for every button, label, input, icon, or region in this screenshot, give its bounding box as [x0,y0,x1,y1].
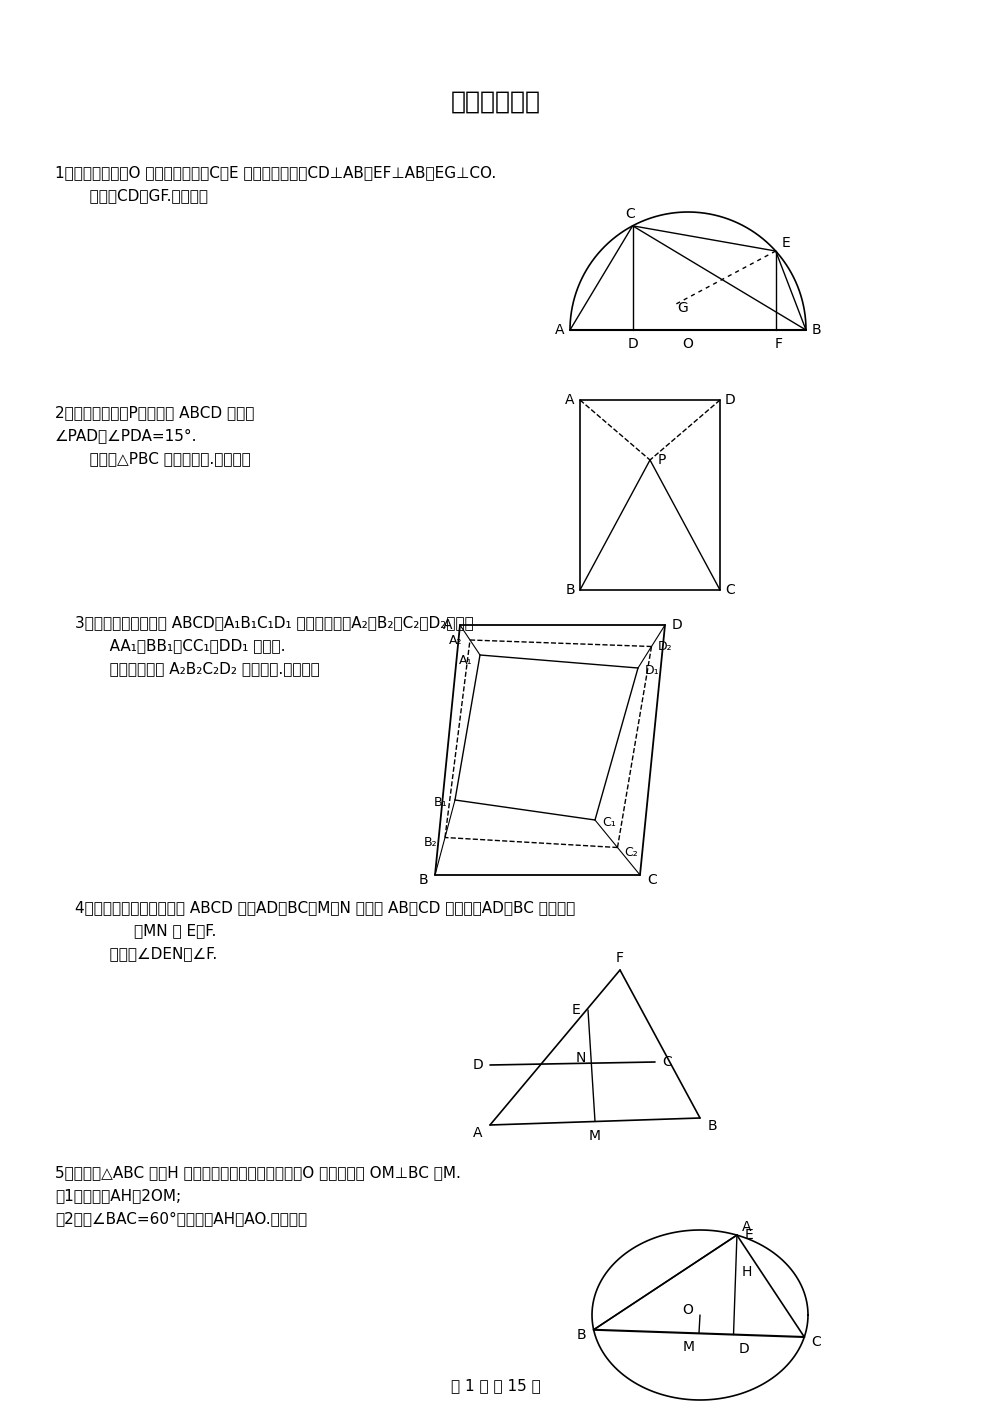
Text: O: O [682,337,693,351]
Text: B: B [418,873,428,887]
Text: E: E [572,1002,580,1016]
Text: D: D [628,337,638,351]
Text: A: A [443,618,453,632]
Text: G: G [677,300,688,314]
Text: P: P [657,453,666,468]
Text: B: B [577,1328,587,1342]
Text: A: A [555,323,565,337]
Text: C: C [662,1054,672,1068]
Text: E: E [745,1228,754,1243]
Text: A₁: A₁ [459,653,473,667]
Text: C: C [647,873,657,887]
Text: （1）求证：AH＝2OM;: （1）求证：AH＝2OM; [55,1188,181,1203]
Text: 4、已知：如图，在四边形 ABCD 中，AD＝BC，M、N 分别是 AB、CD 的中点，AD、BC 的延长线: 4、已知：如图，在四边形 ABCD 中，AD＝BC，M、N 分别是 AB、CD … [75,900,575,915]
Text: D₁: D₁ [644,664,659,677]
Text: C₁: C₁ [602,817,616,830]
Text: 第 1 页 共 15 页: 第 1 页 共 15 页 [451,1377,541,1393]
Text: 1、已知：如图，O 是半圆的圆心，C、E 是圆上的两点，CD⊥AB，EF⊥AB，EG⊥CO.: 1、已知：如图，O 是半圆的圆心，C、E 是圆上的两点，CD⊥AB，EF⊥AB，… [55,166,496,180]
Text: N: N [575,1052,586,1066]
Text: M: M [589,1129,601,1143]
Text: B₂: B₂ [424,835,438,849]
Text: ∠PAD＝∠PDA=15°.: ∠PAD＝∠PDA=15°. [55,428,198,444]
Text: D: D [725,393,736,407]
Text: D: D [671,618,682,632]
Text: 求证：CD＝GF.（初三）: 求证：CD＝GF.（初三） [75,188,208,204]
Text: （2）若∠BAC=60°，求证：AH＝AO.（初三）: （2）若∠BAC=60°，求证：AH＝AO.（初三） [55,1212,307,1226]
Text: A₂: A₂ [449,633,463,646]
Text: A: A [742,1220,752,1234]
Text: M: M [683,1341,695,1355]
Text: C: C [811,1335,821,1349]
Text: 求证：∠DEN＝∠F.: 求证：∠DEN＝∠F. [95,946,217,960]
Text: C: C [626,206,636,220]
Text: B: B [707,1119,717,1133]
Text: A: A [474,1126,483,1140]
Text: B: B [565,583,575,597]
Text: F: F [616,951,624,965]
Text: 3、如图，已知四边形 ABCD、A₁B₁C₁D₁ 都是正方形，A₂、B₂、C₂、D₂分别是: 3、如图，已知四边形 ABCD、A₁B₁C₁D₁ 都是正方形，A₂、B₂、C₂、… [75,615,474,630]
Text: F: F [775,337,782,351]
Text: 求证：四边形 A₂B₂C₂D₂ 是正方形.（初二）: 求证：四边形 A₂B₂C₂D₂ 是正方形.（初二） [95,661,320,675]
Text: D₂: D₂ [658,640,673,653]
Text: B₁: B₁ [434,796,448,810]
Text: D: D [738,1342,749,1356]
Text: H: H [742,1265,752,1279]
Text: 求证：△PBC 是正三角形.（初二）: 求证：△PBC 是正三角形.（初二） [75,451,251,466]
Text: C₂: C₂ [625,847,638,859]
Text: 5、已知：△ABC 中，H 为垂心（各边高线的交点），O 为外心，且 OM⊥BC 于M.: 5、已知：△ABC 中，H 为垂心（各边高线的交点），O 为外心，且 OM⊥BC… [55,1165,461,1179]
Text: D: D [473,1059,484,1073]
Text: E: E [781,236,790,250]
Text: 交MN 于 E、F.: 交MN 于 E、F. [95,922,216,938]
Text: 几何经典难题: 几何经典难题 [451,90,541,114]
Text: 2、已知：如图，P是正方形 ABCD 内点，: 2、已知：如图，P是正方形 ABCD 内点， [55,404,254,420]
Text: O: O [682,1303,693,1317]
Text: A: A [565,393,575,407]
Text: B: B [811,323,821,337]
Text: C: C [725,583,735,597]
Text: AA₁、BB₁、CC₁、DD₁ 的中点.: AA₁、BB₁、CC₁、DD₁ 的中点. [95,637,286,653]
